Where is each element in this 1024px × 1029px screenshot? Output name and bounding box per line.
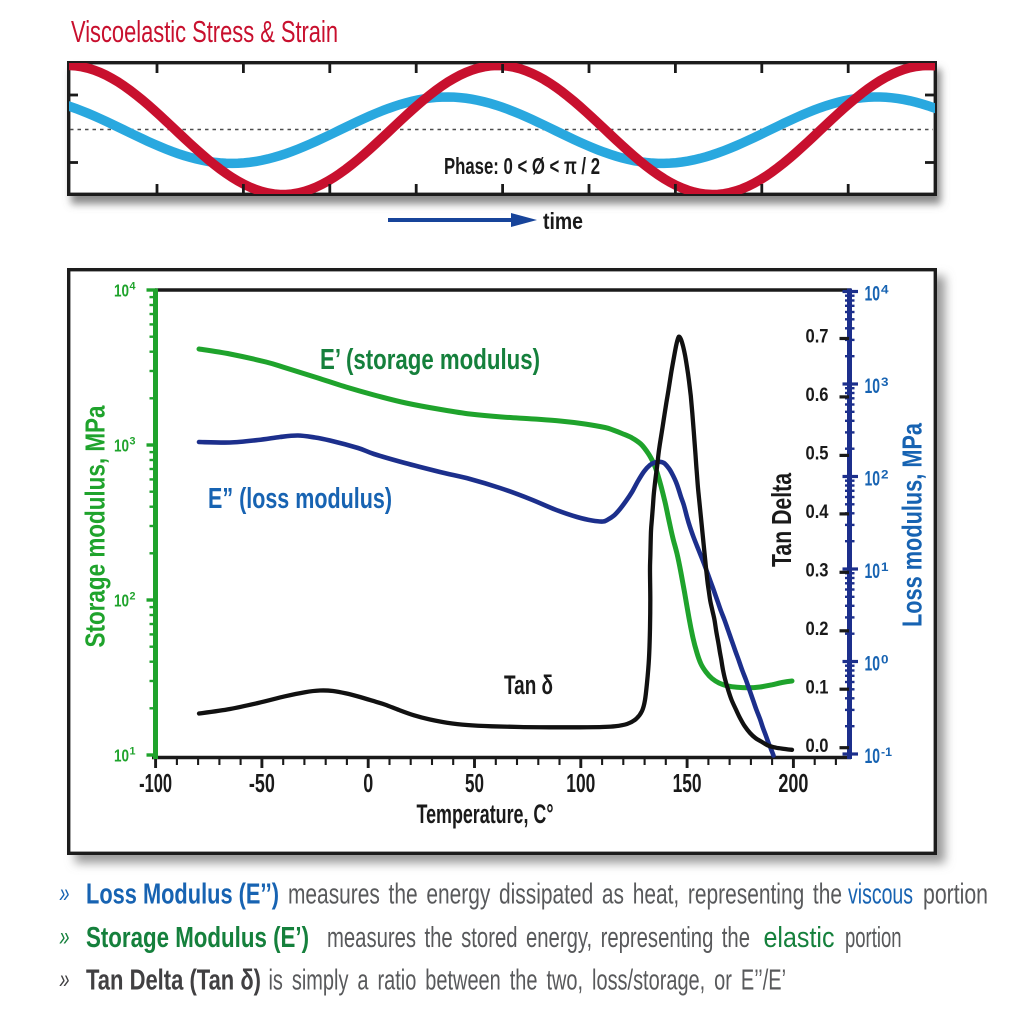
svg-text:200: 200 xyxy=(778,768,808,798)
svg-text:E’ (storage modulus): E’ (storage modulus) xyxy=(320,344,540,376)
svg-text:0: 0 xyxy=(881,655,889,667)
svg-text:0.7: 0.7 xyxy=(806,327,829,348)
svg-text:0.4: 0.4 xyxy=(806,502,829,523)
svg-text:1: 1 xyxy=(130,746,136,758)
svg-text:portion: portion xyxy=(923,879,988,911)
svg-text:2: 2 xyxy=(130,591,136,603)
svg-text:4: 4 xyxy=(881,285,889,297)
svg-text:4: 4 xyxy=(130,281,137,293)
svg-text:Tan δ: Tan δ xyxy=(504,670,553,700)
svg-text:is simply a ratio between the: is simply a ratio between the two, loss/… xyxy=(269,965,787,997)
svg-text:10: 10 xyxy=(865,745,881,768)
svg-text:-50: -50 xyxy=(249,768,275,798)
svg-text:measures the stored energy, re: measures the stored energy, representing… xyxy=(327,922,750,954)
svg-text:3: 3 xyxy=(130,436,136,448)
svg-text:Tan Delta: Tan Delta xyxy=(766,473,797,567)
svg-text:10: 10 xyxy=(865,283,881,306)
svg-text:Loss Modulus (E’’): Loss Modulus (E’’) xyxy=(86,879,279,911)
svg-text:100: 100 xyxy=(566,768,595,798)
svg-text:time: time xyxy=(543,208,583,234)
svg-text:Viscoelastic Stress & Strain: Viscoelastic Stress & Strain xyxy=(71,14,338,49)
svg-text:»: » xyxy=(60,878,70,908)
svg-text:3: 3 xyxy=(881,377,889,389)
svg-text:elastic: elastic xyxy=(764,922,835,954)
svg-text:10: 10 xyxy=(114,745,129,765)
svg-text:»: » xyxy=(60,964,70,994)
svg-text:50: 50 xyxy=(465,768,484,798)
svg-text:0.3: 0.3 xyxy=(806,561,829,582)
svg-text:Phase: 0 < Ø < π / 2: Phase: 0 < Ø < π / 2 xyxy=(444,153,600,179)
svg-text:10: 10 xyxy=(865,375,881,398)
svg-text:0.5: 0.5 xyxy=(806,444,829,465)
svg-text:2: 2 xyxy=(881,470,889,482)
svg-text:measures the energy dissipated: measures the energy dissipated as heat, … xyxy=(288,879,842,911)
svg-text:portion: portion xyxy=(845,922,902,954)
svg-text:-100: -100 xyxy=(139,768,172,798)
svg-text:10: 10 xyxy=(865,653,881,676)
svg-text:0.0: 0.0 xyxy=(806,736,829,757)
svg-text:10: 10 xyxy=(865,468,881,491)
svg-text:0.6: 0.6 xyxy=(806,385,829,406)
svg-text:10: 10 xyxy=(114,590,129,610)
svg-text:0.1: 0.1 xyxy=(806,677,829,698)
svg-text:Loss modulus, MPa: Loss modulus, MPa xyxy=(897,423,928,627)
svg-text:viscous: viscous xyxy=(848,879,913,911)
svg-text:150: 150 xyxy=(673,768,702,798)
svg-text:Storage Modulus (E’): Storage Modulus (E’) xyxy=(86,922,309,954)
svg-text:0: 0 xyxy=(363,768,373,798)
svg-text:10: 10 xyxy=(114,280,129,300)
svg-text:Temperature, C°: Temperature, C° xyxy=(417,799,554,829)
svg-text:E” (loss modulus): E” (loss modulus) xyxy=(208,483,392,515)
svg-text:0.2: 0.2 xyxy=(806,619,829,640)
svg-text:Storage modulus, MPa: Storage modulus, MPa xyxy=(80,405,111,647)
svg-text:10: 10 xyxy=(865,560,881,583)
svg-text:-1: -1 xyxy=(881,747,893,759)
svg-text:10: 10 xyxy=(114,435,129,455)
svg-text:»: » xyxy=(60,922,70,952)
svg-text:1: 1 xyxy=(881,562,889,574)
svg-text:Tan Delta (Tan δ): Tan Delta (Tan δ) xyxy=(86,965,261,997)
